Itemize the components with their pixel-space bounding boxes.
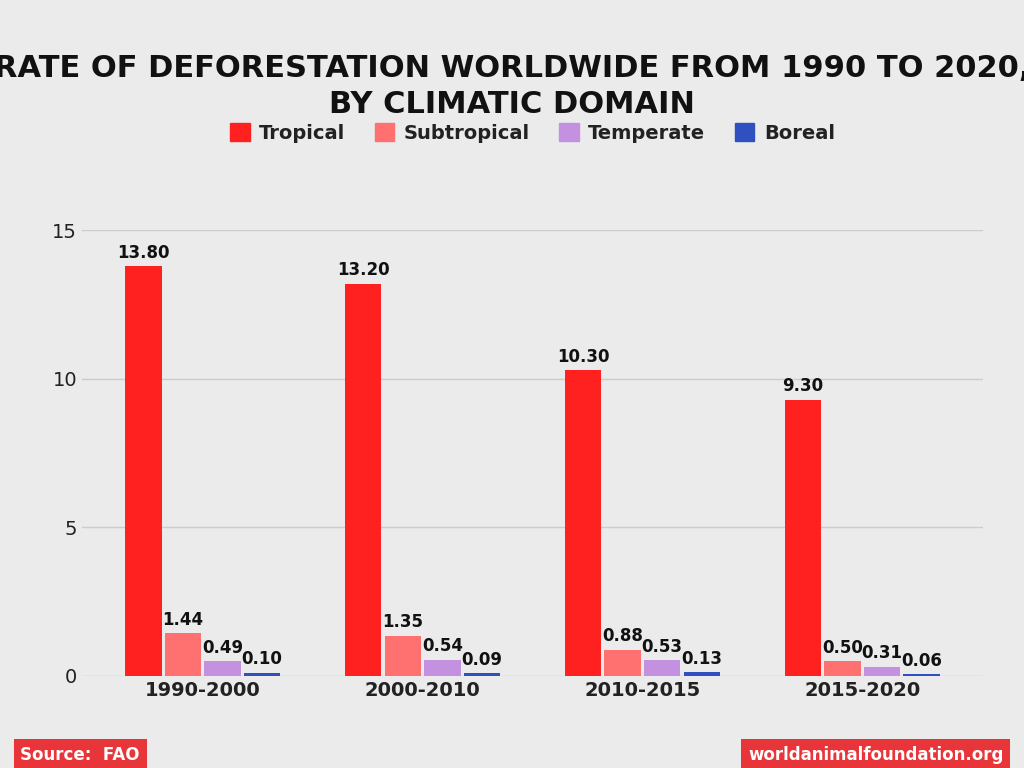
Bar xyxy=(903,674,940,676)
Text: 0.06: 0.06 xyxy=(901,651,942,670)
Text: RATE OF DEFORESTATION WORLDWIDE FROM 1990 TO 2020,
BY CLIMATIC DOMAIN: RATE OF DEFORESTATION WORLDWIDE FROM 199… xyxy=(0,54,1024,119)
Bar xyxy=(125,266,162,676)
Text: 1.35: 1.35 xyxy=(382,614,423,631)
Bar xyxy=(424,660,461,676)
Text: 13.80: 13.80 xyxy=(117,243,170,262)
Bar xyxy=(565,370,601,676)
Bar xyxy=(683,672,720,676)
Legend: Tropical, Subtropical, Temperate, Boreal: Tropical, Subtropical, Temperate, Boreal xyxy=(222,115,843,151)
Text: 13.20: 13.20 xyxy=(337,261,389,280)
Text: 0.09: 0.09 xyxy=(462,650,503,669)
Text: 0.31: 0.31 xyxy=(861,644,902,662)
Bar xyxy=(604,650,641,676)
Bar xyxy=(464,674,500,676)
Text: 0.13: 0.13 xyxy=(681,650,722,667)
Text: 10.30: 10.30 xyxy=(557,347,609,366)
Text: worldanimalfoundation.org: worldanimalfoundation.org xyxy=(749,746,1004,764)
Text: Source:  FAO: Source: FAO xyxy=(20,746,140,764)
Bar xyxy=(345,284,382,676)
Text: 1.44: 1.44 xyxy=(163,611,204,629)
Bar xyxy=(244,673,281,676)
Text: 0.49: 0.49 xyxy=(202,639,243,657)
Bar xyxy=(165,633,202,676)
Text: 0.88: 0.88 xyxy=(602,627,643,645)
Text: 0.53: 0.53 xyxy=(642,637,683,656)
Bar xyxy=(863,667,900,676)
Text: 0.54: 0.54 xyxy=(422,637,463,655)
Bar xyxy=(644,660,680,676)
Text: 0.10: 0.10 xyxy=(242,650,283,668)
Bar xyxy=(784,399,821,676)
Text: 0.50: 0.50 xyxy=(822,638,863,657)
Bar xyxy=(824,661,860,676)
Bar xyxy=(205,661,241,676)
Text: 9.30: 9.30 xyxy=(782,377,823,396)
Bar xyxy=(385,636,421,676)
